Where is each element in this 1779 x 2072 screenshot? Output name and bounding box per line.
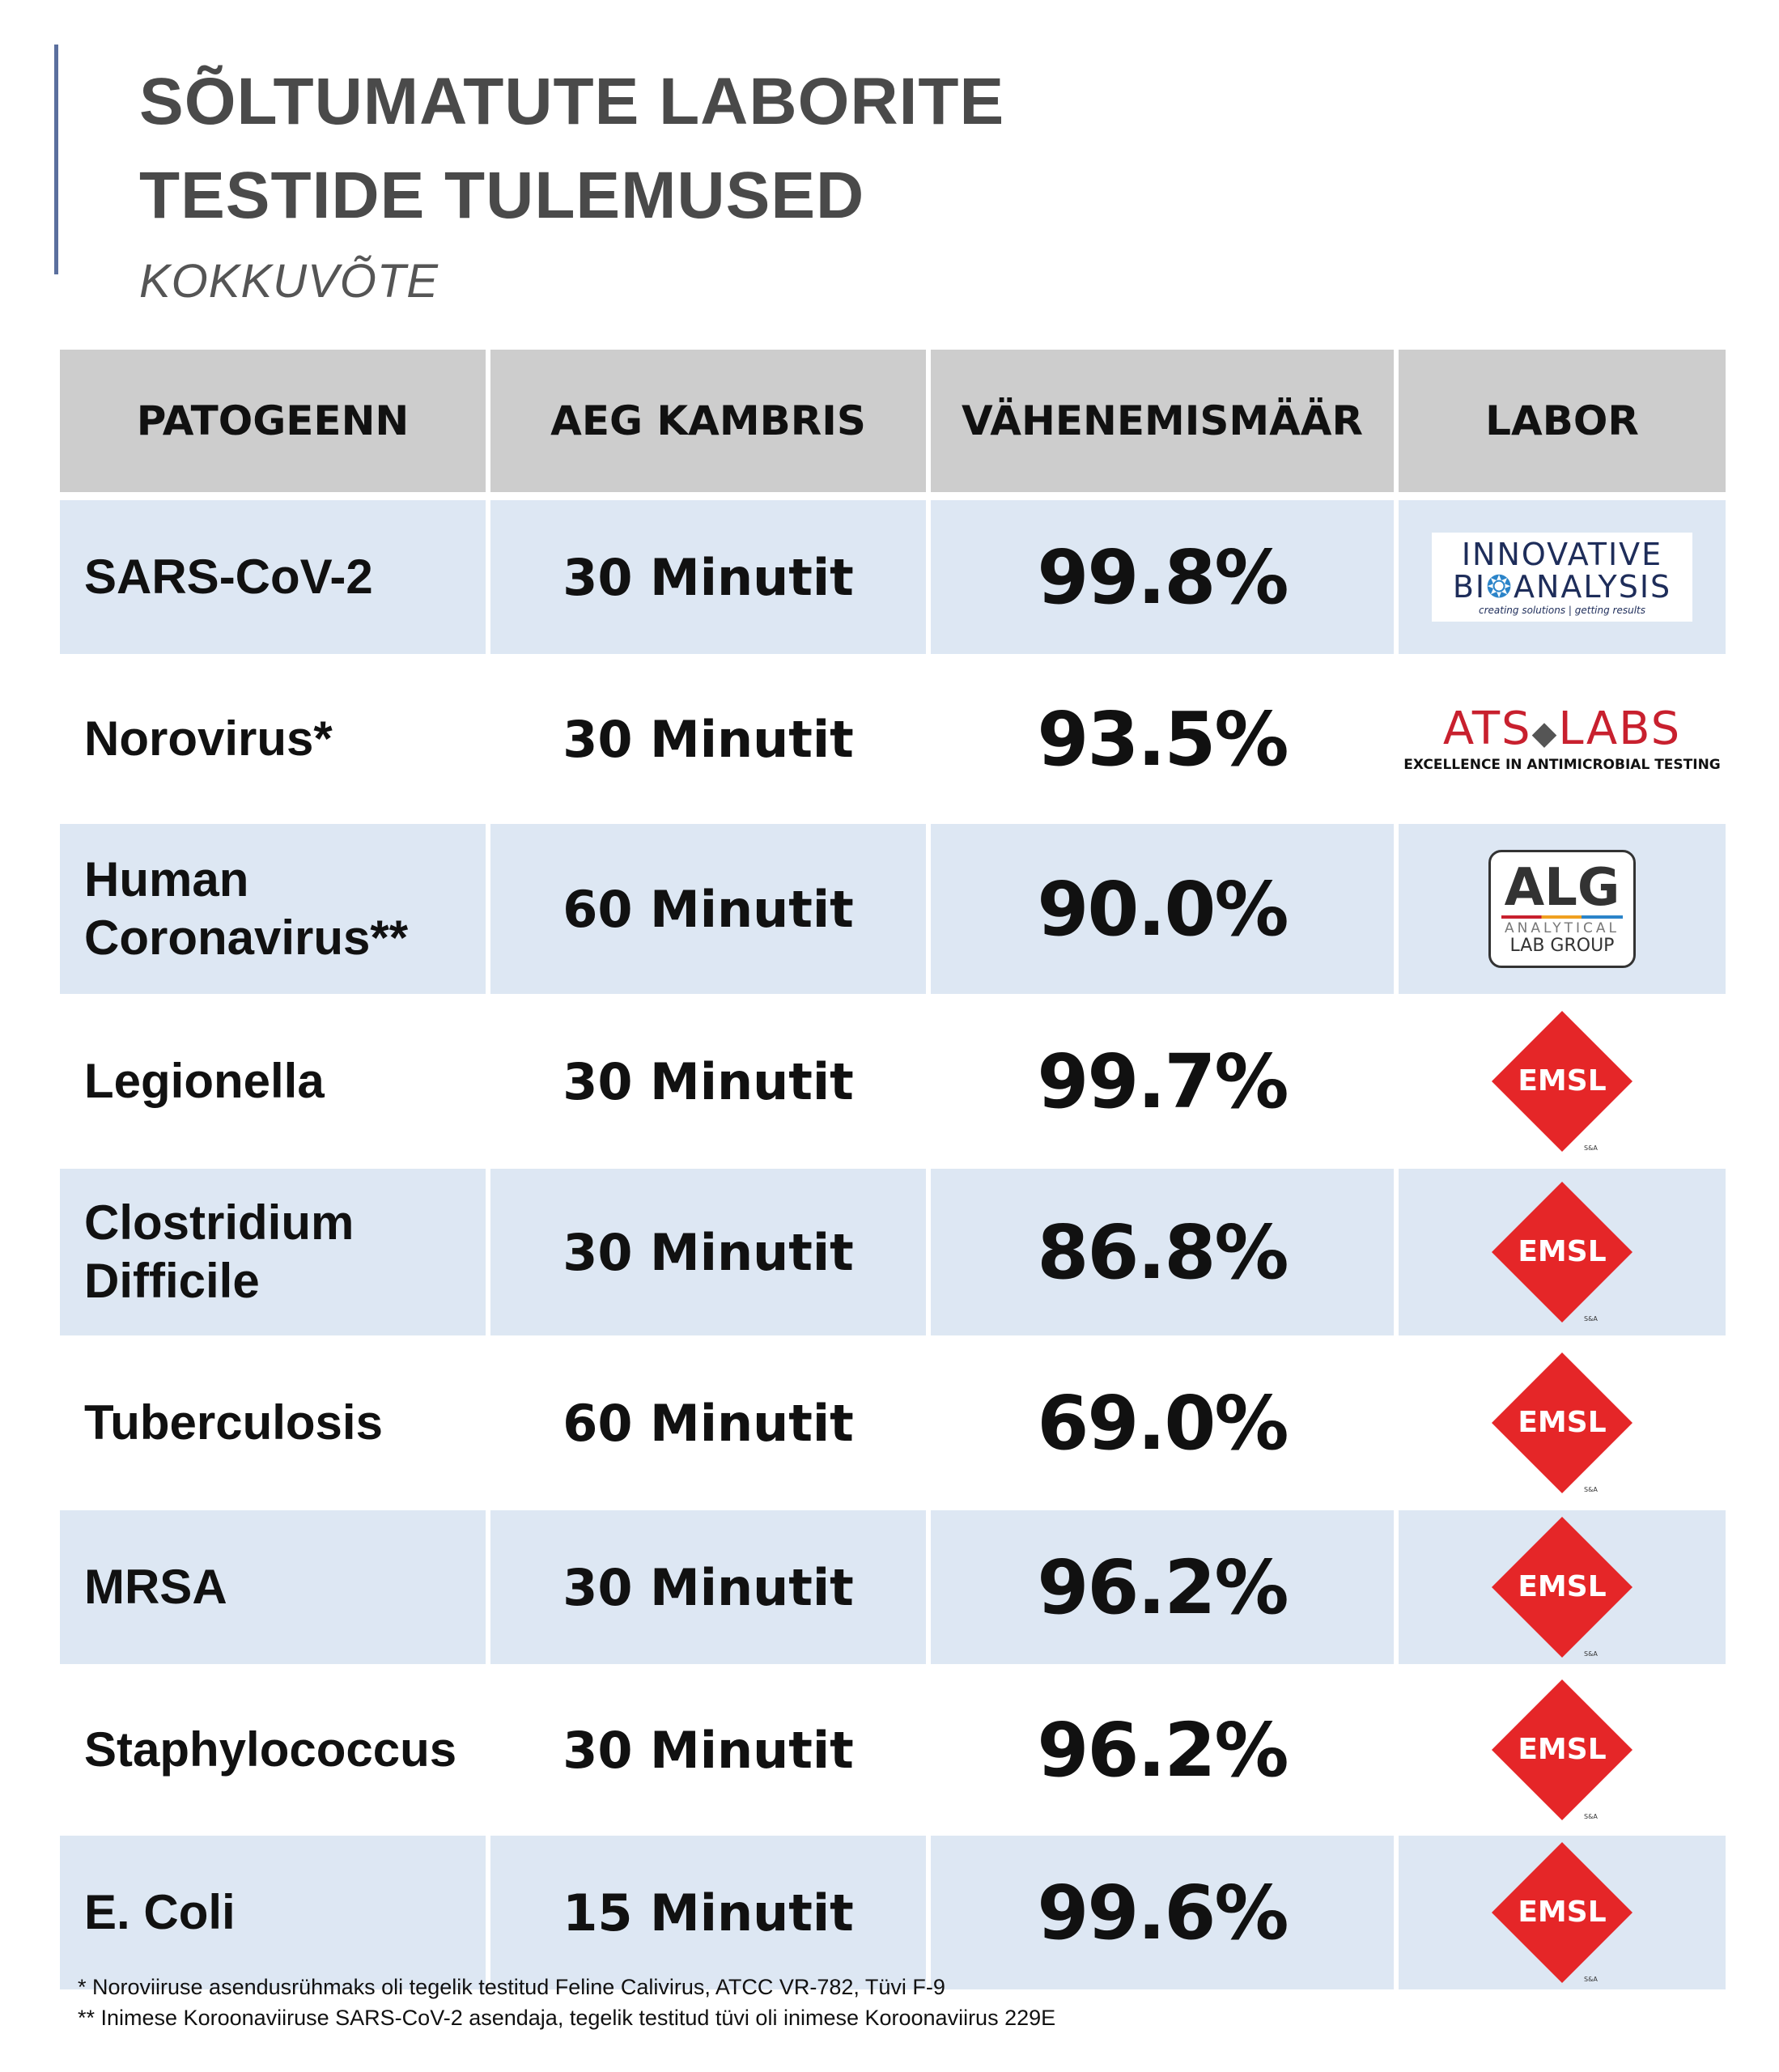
emsl-logo: EMSL S&A bbox=[1492, 1011, 1633, 1152]
time-cell: 30 Minutit bbox=[490, 500, 926, 654]
table-row: Human Coronavirus** 60 Minutit 90.0% ALG A… bbox=[60, 824, 1726, 994]
header-time: AEG KAMBRIS bbox=[490, 350, 926, 492]
reduction-cell: 99.8% bbox=[931, 500, 1394, 654]
table-header-row: PATOGEENN AEG KAMBRIS VÄHENEMISMÄÄR LABO… bbox=[60, 350, 1726, 492]
logo-text: BI❂ANALYSIS bbox=[1452, 569, 1672, 605]
diamond-shape bbox=[1492, 1352, 1633, 1493]
time-cell: 30 Minutit bbox=[490, 1672, 926, 1828]
svg-text:S&A: S&A bbox=[1584, 1650, 1598, 1658]
lab-cell: EMSL S&A bbox=[1399, 1344, 1726, 1502]
reduction-cell: 99.6% bbox=[931, 1836, 1394, 1989]
atom-icon: ❂ bbox=[1486, 569, 1514, 605]
lab-cell: EMSL S&A bbox=[1399, 1169, 1726, 1335]
lab-cell: INNOVATIVE BI❂ANALYSIS creating solution… bbox=[1399, 500, 1726, 654]
footnotes: * Noroviiruse asendusrühmaks oli tegelik… bbox=[78, 1972, 1055, 2033]
emsl-logo: EMSL S&A bbox=[1492, 1842, 1633, 1983]
emsl-logo: EMSL S&A bbox=[1492, 1679, 1633, 1820]
time-cell: 30 Minutit bbox=[490, 1169, 926, 1335]
logo-color-bar bbox=[1501, 915, 1623, 919]
pathogen-cell: Human Coronavirus** bbox=[60, 824, 486, 994]
reduction-cell: 96.2% bbox=[931, 1672, 1394, 1828]
pathogen-cell: Clostridium Difficile bbox=[60, 1169, 486, 1335]
diamond-shape bbox=[1492, 1182, 1633, 1323]
lab-cell: EMSL S&A bbox=[1399, 1510, 1726, 1664]
page-subtitle: KOKKUVÕTE bbox=[139, 255, 439, 308]
reduction-cell: 86.8% bbox=[931, 1169, 1394, 1335]
lab-cell: EMSL S&A bbox=[1399, 1836, 1726, 1989]
pathogen-cell: MRSA bbox=[60, 1510, 486, 1664]
reduction-cell: 90.0% bbox=[931, 824, 1394, 994]
lab-cell: ATS◆LABS EXCELLENCE IN ANTIMICROBIAL TES… bbox=[1399, 662, 1726, 816]
logo-text: EMSL bbox=[1518, 1064, 1606, 1098]
logo-text: EMSL bbox=[1518, 1570, 1606, 1603]
logo-text: ANALYTICAL bbox=[1505, 920, 1620, 936]
table-row: Staphylococcus 30 Minutit 96.2% EMSL S&A bbox=[60, 1672, 1726, 1828]
header-lab: LABOR bbox=[1399, 350, 1726, 492]
table-row: Tuberculosis 60 Minutit 69.0% EMSL S&A bbox=[60, 1344, 1726, 1502]
table-row: Norovirus* 30 Minutit 93.5% ATS◆LABS EXCEL… bbox=[60, 662, 1726, 816]
time-cell: 30 Minutit bbox=[490, 1510, 926, 1664]
logo-text: INNOVATIVE bbox=[1461, 537, 1663, 572]
emsl-logo: EMSL S&A bbox=[1492, 1352, 1633, 1493]
logo-text: EMSL bbox=[1518, 1896, 1606, 1929]
diamond-shape bbox=[1492, 1679, 1633, 1820]
svg-text:S&A: S&A bbox=[1584, 1813, 1598, 1820]
alg-logo: ALG ANALYTICAL LAB GROUP bbox=[1488, 850, 1636, 968]
page-title-line-2: TESTIDE TULEMUSED bbox=[139, 159, 865, 232]
emsl-logo: EMSL S&A bbox=[1492, 1517, 1633, 1658]
time-cell: 60 Minutit bbox=[490, 824, 926, 994]
logo-text: EMSL bbox=[1518, 1235, 1606, 1268]
innovative-bioanalysis-logo: INNOVATIVE BI❂ANALYSIS creating solution… bbox=[1432, 533, 1692, 622]
page-title-line-1: SÕLTUMATUTE LABORITE bbox=[139, 65, 1005, 138]
table-row: Clostridium Difficile 30 Minutit 86.8% EMS… bbox=[60, 1169, 1726, 1335]
title-accent-bar bbox=[54, 45, 58, 274]
table-row: MRSA 30 Minutit 96.2% EMSL S&A bbox=[60, 1510, 1726, 1664]
svg-text:S&A: S&A bbox=[1584, 1486, 1598, 1493]
footnote-2: ** Inimese Koroonaviiruse SARS-CoV-2 ase… bbox=[78, 2006, 1056, 2030]
table-body: SARS-CoV-2 30 Minutit 99.8% INNOVATIVE BI❂… bbox=[60, 500, 1726, 1989]
header-reduction: VÄHENEMISMÄÄR bbox=[931, 350, 1394, 492]
pathogen-cell: Staphylococcus bbox=[60, 1672, 486, 1828]
logo-tagline: EXCELLENCE IN ANTIMICROBIAL TESTING bbox=[1403, 756, 1721, 773]
diamond-shape bbox=[1492, 1842, 1633, 1983]
logo-tagline: creating solutions | getting results bbox=[1478, 605, 1646, 616]
diamond-shape bbox=[1492, 1517, 1633, 1658]
pathogen-cell: E. Coli bbox=[60, 1836, 486, 1989]
header-pathogen: PATOGEENN bbox=[60, 350, 486, 492]
svg-text:S&A: S&A bbox=[1584, 1144, 1598, 1152]
pathogen-cell: SARS-CoV-2 bbox=[60, 500, 486, 654]
logo-text: LAB GROUP bbox=[1509, 936, 1615, 956]
svg-text:S&A: S&A bbox=[1584, 1976, 1598, 1983]
logo-text: EMSL bbox=[1518, 1733, 1606, 1766]
reduction-cell: 93.5% bbox=[931, 662, 1394, 816]
reduction-cell: 99.7% bbox=[931, 1002, 1394, 1161]
footnote-1: * Noroviiruse asendusrühmaks oli tegelik… bbox=[78, 1975, 945, 1999]
reduction-cell: 69.0% bbox=[931, 1344, 1394, 1502]
svg-text:S&A: S&A bbox=[1584, 1315, 1598, 1323]
title-block: SÕLTUMATUTE LABORITE TESTIDE TULEMUSED K… bbox=[139, 55, 1004, 308]
table-row: Legionella 30 Minutit 99.7% EMSL S&A bbox=[60, 1002, 1726, 1161]
emsl-logo: EMSL S&A bbox=[1492, 1182, 1633, 1323]
table-row: E. Coli 15 Minutit 99.6% EMSL S&A bbox=[60, 1836, 1726, 1989]
pathogen-cell: Norovirus* bbox=[60, 662, 486, 816]
lab-cell: ALG ANALYTICAL LAB GROUP bbox=[1399, 824, 1726, 994]
diamond-shape bbox=[1492, 1011, 1633, 1152]
diamond-icon: ◆ bbox=[1531, 714, 1559, 752]
lab-cell: EMSL S&A bbox=[1399, 1002, 1726, 1161]
time-cell: 15 Minutit bbox=[490, 1836, 926, 1989]
pathogen-cell: Tuberculosis bbox=[60, 1344, 486, 1502]
reduction-cell: 96.2% bbox=[931, 1510, 1394, 1664]
pathogen-cell: Legionella bbox=[60, 1002, 486, 1161]
time-cell: 60 Minutit bbox=[490, 1344, 926, 1502]
ats-labs-logo: ATS◆LABS EXCELLENCE IN ANTIMICROBIAL TES… bbox=[1403, 702, 1721, 773]
results-table: PATOGEENN AEG KAMBRIS VÄHENEMISMÄÄR LABO… bbox=[60, 350, 1726, 1998]
time-cell: 30 Minutit bbox=[490, 662, 926, 816]
logo-text: ALG bbox=[1504, 858, 1620, 918]
logo-text: ATS◆LABS bbox=[1442, 702, 1682, 755]
lab-cell: EMSL S&A bbox=[1399, 1672, 1726, 1828]
logo-text: EMSL bbox=[1518, 1406, 1606, 1439]
time-cell: 30 Minutit bbox=[490, 1002, 926, 1161]
table-row: SARS-CoV-2 30 Minutit 99.8% INNOVATIVE BI❂… bbox=[60, 500, 1726, 654]
